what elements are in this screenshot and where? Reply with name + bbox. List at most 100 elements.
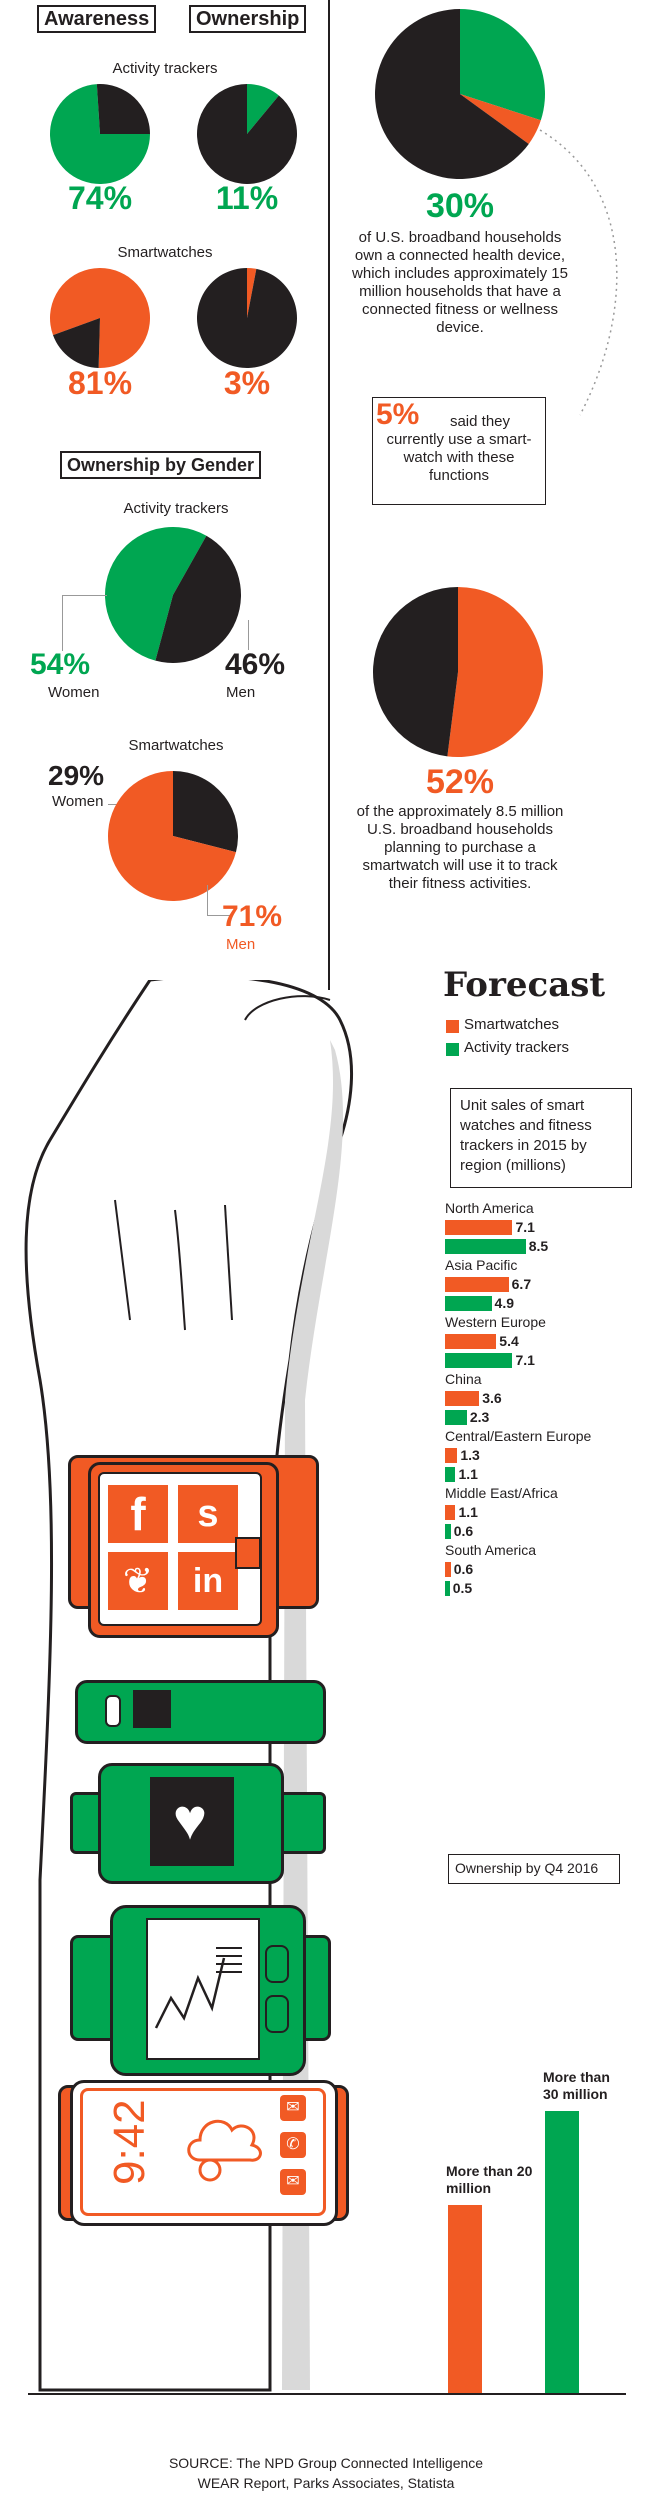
region-bar-value: 1.3 — [460, 1447, 480, 1463]
gender-trackers-pie — [105, 527, 241, 663]
region-label: China — [445, 1371, 482, 1387]
region-bar-smartwatches — [445, 1220, 513, 1235]
ownership-smartwatches-pie — [197, 268, 297, 368]
pie-slice-connected-health-device — [460, 9, 545, 121]
region-bar-value: 1.1 — [458, 1504, 478, 1520]
gender-header: Ownership by Gender — [60, 451, 262, 479]
watch-graph-button-top — [265, 1945, 289, 1983]
awareness-header: Awareness — [37, 5, 157, 33]
column-divider — [328, 0, 330, 990]
region-bar-value: 2.3 — [469, 1409, 490, 1425]
dotted-connector — [539, 129, 618, 416]
ownership-bar-label: More than 20 million — [446, 2163, 533, 2196]
ownership-header: Ownership — [189, 5, 307, 33]
planning-text: of the approximately 8.5 million U.S. br… — [356, 803, 564, 892]
gender-smartwatches-women-label: Women — [52, 793, 104, 810]
phone-icon: ✆ — [280, 2132, 306, 2158]
pie-slice-not-aware — [53, 318, 100, 368]
ownership-smartwatches-pct: 3% — [223, 365, 271, 401]
connected-text: of U.S. broadband households own a conne… — [352, 229, 568, 336]
smartwatch-use-box — [372, 397, 546, 505]
region-bar-activity-trackers — [445, 1239, 526, 1254]
region-label: Middle East/Africa — [445, 1485, 558, 1501]
ownership-q4-label: Ownership by Q4 2016 — [455, 1860, 599, 1876]
watch-time-display: 9:42 — [105, 2099, 154, 2185]
region-bar-value: 0.6 — [453, 1523, 474, 1539]
awareness-trackers-pct: 74% — [67, 180, 133, 216]
mail-icon: ✉ — [280, 2169, 306, 2195]
baseline — [28, 2393, 626, 2395]
region-bar-smartwatches — [445, 1334, 497, 1349]
ownership-trackers-pie — [197, 84, 297, 184]
region-bar-value: 1.1 — [458, 1466, 478, 1482]
ownership-trackers-pct: 11% — [215, 180, 279, 216]
watch-band-display — [133, 1690, 171, 1728]
pie-slice-women — [105, 527, 207, 661]
pie-slice-aware — [50, 84, 150, 184]
pie-slice-do-not-own — [197, 268, 297, 368]
leader-line — [207, 885, 230, 916]
smartwatches-label: Smartwatches — [117, 244, 213, 261]
legend-smartwatches-swatch — [446, 1020, 459, 1033]
region-bar-value: 8.5 — [528, 1238, 549, 1254]
awareness-smartwatches-pct: 81% — [67, 365, 133, 401]
region-bar-smartwatches — [445, 1505, 456, 1520]
pie-slice-other — [373, 587, 458, 757]
region-bar-value: 4.9 — [494, 1295, 515, 1311]
facebook-icon: f — [108, 1485, 168, 1543]
pie-slice-men — [155, 535, 241, 663]
gender-smartwatches-men-label: Men — [226, 936, 256, 953]
linkedin-icon: in — [178, 1552, 238, 1610]
region-bar-value: 7.1 — [515, 1219, 535, 1235]
forecast-box-text: Unit sales of smart watches and fitness … — [460, 1097, 592, 1174]
gender-trackers-men-pct: 46% — [225, 648, 286, 681]
region-label: North America — [445, 1200, 534, 1216]
gender-smartwatches-label: Smartwatches — [128, 737, 224, 754]
gender-trackers-label: Activity trackers — [123, 500, 229, 517]
forecast-box — [450, 1088, 632, 1188]
ownership-bar-activity-trackers — [545, 2111, 579, 2393]
ownership-q4-box — [448, 1854, 620, 1884]
region-label: South America — [445, 1542, 537, 1558]
message-icon: ✉ — [280, 2095, 306, 2121]
skype-icon: s — [178, 1485, 238, 1543]
gender-smartwatches-pie — [108, 771, 238, 901]
ownership-bar-label: More than 30 million — [543, 2069, 610, 2102]
legend-trackers-label: Activity trackers — [464, 1039, 570, 1056]
pie-slice-own — [247, 268, 257, 318]
region-bar-value: 7.1 — [515, 1352, 535, 1368]
connected-health-pie — [375, 9, 545, 179]
region-label: Asia Pacific — [445, 1257, 518, 1273]
ownership-bar-smartwatches — [448, 2205, 482, 2393]
smartwatch-use-pct: 5% — [376, 398, 420, 431]
watch-graph-button-bottom — [265, 1995, 289, 2033]
watch-time-screen-border — [80, 2088, 326, 2216]
pie-slice-men — [108, 771, 236, 901]
graph-icon — [154, 1947, 242, 2029]
weather-icon — [187, 2119, 262, 2182]
legend-smartwatches-label: Smartwatches — [464, 1016, 560, 1033]
region-bar-activity-trackers — [445, 1524, 451, 1539]
region-bar-smartwatches — [445, 1391, 480, 1406]
connected-pct: 30% — [425, 187, 495, 225]
twitter-icon: ❦ — [108, 1552, 168, 1610]
legend-trackers-swatch — [446, 1043, 459, 1056]
gender-smartwatches-women-pct: 29% — [48, 760, 105, 791]
awareness-trackers-pie — [50, 84, 150, 184]
region-label: Central/Eastern Europe — [445, 1428, 592, 1444]
region-bar-value: 3.6 — [482, 1390, 502, 1406]
region-bar-value: 6.7 — [511, 1276, 532, 1292]
region-bar-activity-trackers — [445, 1353, 513, 1368]
pie-slice-women — [173, 771, 238, 853]
region-bar-activity-trackers — [445, 1467, 456, 1482]
leader-line — [62, 595, 107, 651]
leader-line — [108, 804, 120, 805]
watch-heart-screen — [150, 1777, 234, 1866]
gender-trackers-women-pct: 54% — [30, 648, 91, 681]
gender-smartwatches-men-pct: 71% — [222, 900, 283, 933]
region-bar-value: 5.4 — [499, 1333, 519, 1349]
region-bar-value: 0.5 — [452, 1580, 473, 1596]
region-bar-activity-trackers — [445, 1410, 467, 1425]
region-label: Western Europe — [445, 1314, 546, 1330]
gender-trackers-women-label: Women — [48, 684, 100, 701]
